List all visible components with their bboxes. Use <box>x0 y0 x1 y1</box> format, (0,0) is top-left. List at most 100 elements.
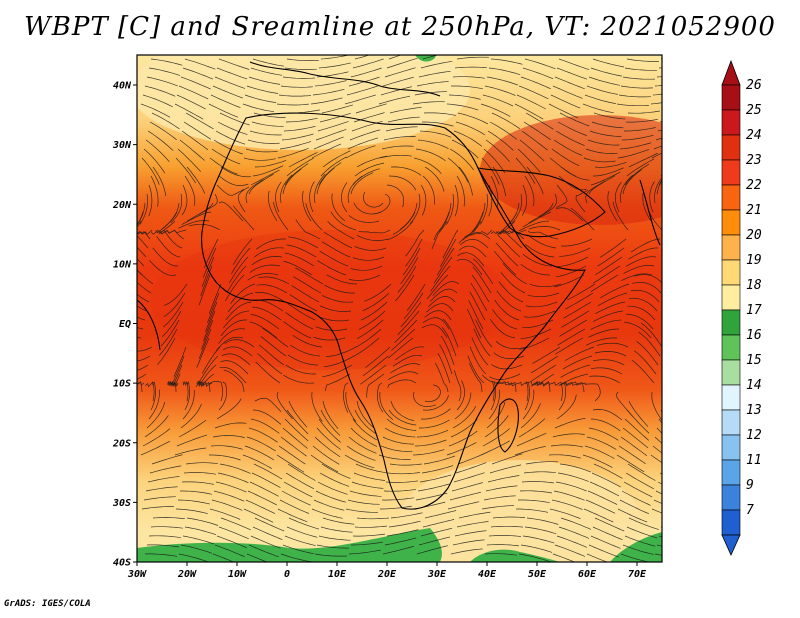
streamline <box>220 517 251 531</box>
streamline <box>215 481 247 493</box>
cold-patch-south <box>470 549 560 562</box>
streamline <box>453 472 485 483</box>
streamline <box>160 319 180 347</box>
lon-tick-label: 20W <box>177 569 197 580</box>
streamline <box>212 435 245 438</box>
streamline <box>220 166 251 178</box>
streamline <box>348 436 377 454</box>
madagascar-coastline <box>497 398 519 453</box>
streamline <box>437 353 451 384</box>
streamline <box>137 293 150 303</box>
colorbar-swatch <box>721 234 741 261</box>
streamline <box>252 306 282 321</box>
streamline <box>218 381 228 411</box>
streamline <box>448 94 481 100</box>
streamline <box>288 152 318 168</box>
streamline <box>148 184 153 217</box>
streamline <box>309 181 315 213</box>
streamline <box>213 139 243 155</box>
streamline <box>524 526 557 535</box>
streamline <box>181 130 209 150</box>
streamline <box>558 373 589 387</box>
streamline <box>622 544 654 555</box>
streamline <box>592 359 625 366</box>
streamline <box>246 553 268 562</box>
streamline <box>255 361 281 384</box>
streamline <box>254 159 287 168</box>
streamline <box>397 265 417 293</box>
longitude-axis: 30W 20W 10W 0 10E 20E 30E 40E 50E 60E 70E <box>127 562 647 580</box>
streamline <box>246 85 279 94</box>
streamline <box>619 499 650 515</box>
streamline <box>470 283 488 312</box>
streamline <box>140 103 171 118</box>
streamline <box>627 110 660 114</box>
streamline <box>558 175 587 191</box>
streamline <box>384 427 416 438</box>
streamline <box>388 55 402 60</box>
streamline <box>522 253 553 267</box>
streamline <box>389 107 422 114</box>
streamline <box>649 181 655 213</box>
streamline <box>319 472 350 487</box>
streamline <box>499 230 525 240</box>
streamline <box>319 112 351 123</box>
streamline <box>177 499 210 505</box>
streamline <box>356 400 374 428</box>
streamline <box>137 327 144 330</box>
streamline <box>522 211 552 228</box>
colorbar-swatch <box>721 159 741 186</box>
cold-patch-southwest <box>137 528 442 562</box>
streamline <box>448 430 478 447</box>
streamline <box>624 127 656 132</box>
streamline <box>223 310 250 329</box>
streamline <box>316 544 349 549</box>
streamline <box>627 305 656 321</box>
streamline <box>559 463 592 473</box>
streamline <box>210 445 243 450</box>
streamline <box>282 168 302 195</box>
streamline <box>174 103 204 120</box>
streamline <box>381 497 414 501</box>
streamline <box>587 139 620 146</box>
streamline <box>660 174 662 177</box>
colorbar-label: 20 <box>746 228 762 243</box>
streamline <box>215 130 246 145</box>
streamline <box>523 121 551 140</box>
streamline <box>137 220 142 228</box>
streamline <box>520 544 553 553</box>
streamline <box>222 346 253 357</box>
streamline <box>454 530 487 537</box>
streamline <box>559 112 590 127</box>
streamline <box>385 126 418 132</box>
streamline <box>630 289 660 303</box>
streamline <box>247 139 280 144</box>
streamline <box>583 508 614 523</box>
streamline <box>366 373 385 398</box>
streamline <box>592 526 623 541</box>
streamline <box>528 226 561 231</box>
streamline <box>243 508 274 523</box>
streamline <box>137 211 144 226</box>
streamline <box>237 186 250 213</box>
streamline <box>531 373 555 386</box>
lat-tick-label: 30S <box>112 498 131 509</box>
streamline <box>145 381 155 402</box>
streamline <box>636 341 659 366</box>
streamline <box>302 190 312 222</box>
streamline <box>591 367 623 375</box>
streamline <box>387 337 414 359</box>
india-coastline <box>639 179 661 246</box>
streamline <box>144 553 177 557</box>
streamline <box>417 483 450 492</box>
streamline <box>256 284 288 294</box>
colorbar-swatch <box>721 359 741 386</box>
streamline <box>310 454 339 473</box>
streamline <box>382 436 414 445</box>
streamline <box>312 445 340 465</box>
streamline <box>600 283 630 299</box>
streamline <box>315 128 347 141</box>
streamline <box>380 86 412 96</box>
streamline <box>356 155 387 168</box>
streamline <box>322 400 339 430</box>
